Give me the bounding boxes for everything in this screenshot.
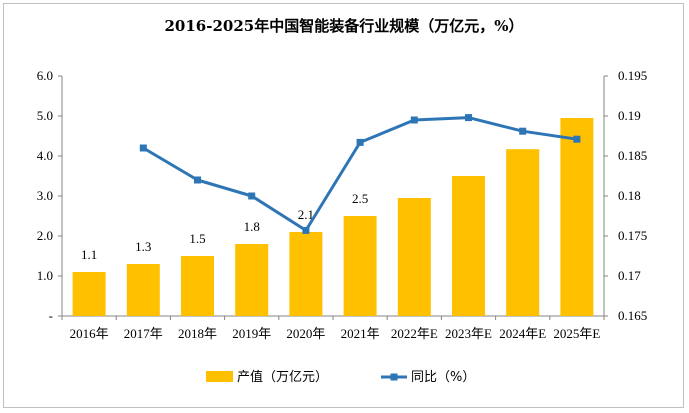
yoy-point [573,135,581,143]
bar-data-label: 1.1 [81,247,97,262]
bar-2017年 [126,264,160,316]
yoy-point [519,127,527,135]
bar-2020年 [289,232,323,316]
legend-bar-label: 产值（万亿元） [237,369,328,385]
yoy-point [139,144,147,152]
x-axis-tick-label: 2024年E [499,326,546,341]
chart-title: 2016-2025年中国智能装备行业规模（万亿元，%） [165,17,524,35]
bar-data-label: 1.5 [189,231,205,246]
bar-2016年 [72,272,106,316]
left-axis-tick-label: 4.0 [37,148,53,163]
bar-2024年E [506,149,540,316]
left-axis-tick-label: - [49,308,53,323]
right-axis-tick-label: 0.195 [618,68,647,83]
yoy-point [410,116,418,124]
x-axis-tick-label: 2025年E [553,326,600,341]
bar-2023年E [452,176,485,316]
legend-line-label: 同比（%） [411,370,475,385]
left-axis-tick-label: 5.0 [37,108,53,123]
plot-area: - 1.0 2.0 3.0 4.0 5.0 6.0 0.165 0.17 0.175 0.18 0.1… [37,68,648,341]
bar-2022年E [397,198,431,316]
right-axis-tick-label: 0.175 [618,228,647,243]
bar-2025年E [560,118,594,316]
left-axis-tick-label: 6.0 [37,68,53,83]
left-axis-tick-label: 2.0 [37,228,53,243]
x-axis-tick-label: 2019年 [232,326,271,341]
x-axis-tick-label: 2023年E [445,326,492,341]
bar-data-label: 2.1 [298,207,314,222]
bar-2018年 [181,256,214,316]
yoy-point [302,226,310,234]
x-axis-tick-label: 2021年 [341,326,380,341]
legend-bar-swatch [206,371,233,382]
x-axis-tick-label: 2022年E [391,326,438,341]
x-axis-tick-label: 2020年 [286,326,325,341]
bar-2019年 [235,244,269,316]
x-axis-tick-label: 2017年 [124,326,163,341]
right-axis-tick-label: 0.18 [618,188,641,203]
yoy-point [465,114,472,122]
left-axis-tick-label: 1.0 [37,268,53,283]
bar-data-label: 1.3 [135,239,151,254]
x-axis-tick-label: 2016年 [70,326,109,341]
left-axis-tick-label: 3.0 [37,188,53,203]
right-axis-tick-label: 0.185 [618,148,647,163]
bar-2021年 [343,216,377,316]
right-axis-tick-label: 0.19 [618,108,641,123]
legend-line-marker [390,373,398,381]
x-axis-tick-label: 2018年 [178,326,217,341]
bar-data-label: 1.8 [244,219,260,234]
yoy-point [194,176,201,184]
right-axis-tick-label: 0.165 [618,308,647,323]
bar-data-label: 2.5 [352,191,368,206]
yoy-point [248,192,256,200]
right-axis-tick-label: 0.17 [618,268,641,283]
legend: 产值（万亿元） 同比（%） [206,369,475,385]
yoy-point [356,138,364,146]
